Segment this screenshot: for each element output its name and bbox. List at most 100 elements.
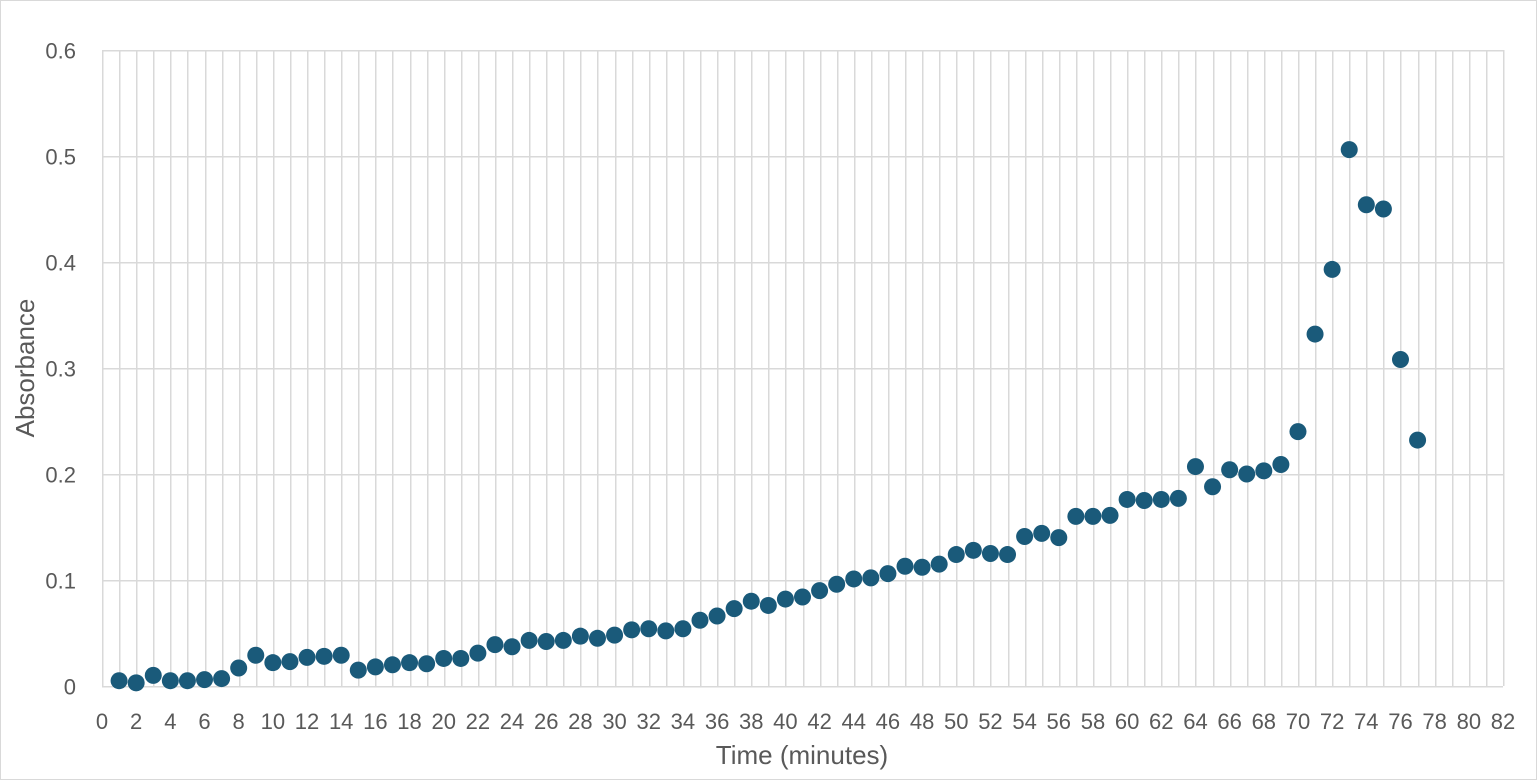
data-point: [1340, 141, 1358, 159]
data-point: [418, 655, 436, 673]
data-point: [862, 569, 880, 587]
data-point: [315, 647, 333, 665]
data-point: [879, 565, 897, 583]
data-point: [1409, 431, 1427, 449]
x-tick-label: 28: [568, 709, 592, 734]
x-tick-label: 8: [233, 709, 245, 734]
data-point: [674, 620, 692, 638]
x-tick-label: 12: [295, 709, 319, 734]
x-tick-label: 76: [1388, 709, 1412, 734]
data-point: [845, 570, 863, 588]
y-tick-label: 0.1: [45, 569, 76, 594]
data-point: [776, 590, 794, 608]
x-tick-label: 22: [466, 709, 490, 734]
x-tick-label: 14: [329, 709, 353, 734]
x-tick-label: 52: [978, 709, 1002, 734]
data-point: [1118, 490, 1136, 508]
data-point: [708, 607, 726, 625]
x-tick-label: 10: [261, 709, 285, 734]
data-point: [178, 672, 196, 690]
data-point: [1169, 489, 1187, 507]
data-point: [691, 611, 709, 629]
data-point: [1204, 478, 1222, 496]
data-point: [1050, 529, 1068, 547]
data-point: [588, 629, 606, 647]
x-tick-label: 80: [1457, 709, 1481, 734]
x-tick-label: 56: [1047, 709, 1071, 734]
data-point: [401, 654, 419, 672]
y-tick-label: 0.6: [45, 39, 76, 64]
x-tick-label: 42: [807, 709, 831, 734]
x-tick-label: 20: [431, 709, 455, 734]
data-point: [794, 588, 811, 606]
data-point: [1357, 196, 1375, 214]
x-tick-label: 0: [96, 709, 108, 734]
x-tick-label: 46: [876, 709, 900, 734]
x-tick-label: 44: [842, 709, 866, 734]
data-points: [110, 141, 1427, 692]
data-point: [230, 659, 248, 677]
x-tick-label: 4: [164, 709, 176, 734]
data-point: [196, 671, 214, 689]
data-point: [1238, 465, 1256, 483]
x-tick-label: 78: [1422, 709, 1446, 734]
x-tick-label: 70: [1286, 709, 1310, 734]
data-point: [896, 557, 914, 575]
data-point: [930, 555, 948, 573]
x-tick-label: 38: [739, 709, 763, 734]
x-axis-tick-labels: 0 2 4 6 8 10 12 14 16 18 20 22 24 26 28 30 32 34 36 38 40 42 4…: [96, 709, 1515, 734]
data-point: [537, 632, 555, 650]
x-tick-label: 58: [1081, 709, 1105, 734]
data-point: [913, 558, 931, 576]
x-tick-label: 60: [1115, 709, 1139, 734]
data-point: [1391, 351, 1409, 369]
data-point: [1033, 524, 1051, 542]
data-point: [623, 621, 641, 639]
data-point: [332, 646, 350, 664]
data-point: [640, 620, 658, 638]
y-tick-label: 0.3: [45, 357, 76, 382]
x-tick-label: 2: [130, 709, 142, 734]
x-tick-label: 24: [500, 709, 524, 734]
y-axis-tick-labels: 0 0.1 0.2 0.3 0.4 0.5 0.6: [45, 39, 76, 700]
data-point: [554, 631, 572, 649]
data-point: [281, 653, 299, 671]
x-tick-label: 72: [1320, 709, 1344, 734]
data-point: [571, 627, 589, 645]
data-point: [606, 626, 624, 644]
x-tick-label: 68: [1252, 709, 1276, 734]
data-point: [452, 649, 470, 667]
x-tick-label: 34: [671, 709, 695, 734]
data-point: [213, 670, 231, 688]
data-point: [435, 649, 453, 667]
data-point: [383, 656, 401, 674]
x-tick-label: 74: [1354, 709, 1378, 734]
data-point: [264, 654, 282, 672]
data-point: [981, 545, 999, 562]
data-point: [1255, 462, 1273, 480]
x-tick-label: 6: [198, 709, 210, 734]
data-point: [1323, 260, 1341, 278]
data-point: [1152, 490, 1170, 508]
data-point: [1067, 507, 1085, 525]
data-point: [469, 644, 487, 662]
data-point: [1101, 506, 1119, 524]
data-point: [725, 600, 743, 618]
data-point: [1221, 461, 1239, 479]
data-point: [1374, 200, 1392, 218]
y-tick-label: 0: [64, 675, 76, 700]
data-point: [1016, 528, 1034, 546]
x-tick-label: 30: [602, 709, 626, 734]
data-point: [503, 638, 521, 656]
data-point: [1289, 423, 1307, 441]
x-axis-title: Time (minutes): [716, 740, 888, 770]
y-tick-label: 0.5: [45, 145, 76, 170]
data-point: [520, 631, 538, 649]
data-point: [349, 661, 367, 679]
data-point: [828, 575, 846, 593]
y-axis-title: Absorbance: [10, 299, 40, 438]
data-point: [486, 636, 504, 654]
horizontal-gridlines: [102, 49, 1503, 688]
x-tick-label: 40: [773, 709, 797, 734]
